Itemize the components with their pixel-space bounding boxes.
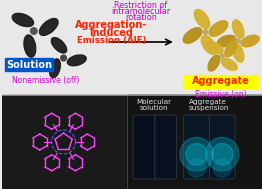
Ellipse shape <box>194 9 210 28</box>
Bar <box>5 58 53 71</box>
Text: solution: solution <box>140 105 168 111</box>
Ellipse shape <box>201 36 217 54</box>
Text: rotation: rotation <box>125 13 157 22</box>
Ellipse shape <box>50 59 60 78</box>
Bar <box>127 95 262 189</box>
Text: Nonemissive (off): Nonemissive (off) <box>12 76 79 85</box>
Bar <box>183 75 258 88</box>
Ellipse shape <box>208 42 223 53</box>
Text: suspension: suspension <box>188 105 229 111</box>
Circle shape <box>186 143 207 165</box>
Ellipse shape <box>209 21 228 36</box>
FancyBboxPatch shape <box>209 115 235 179</box>
Text: Restriction of: Restriction of <box>114 1 168 10</box>
Ellipse shape <box>232 44 244 62</box>
Ellipse shape <box>217 35 235 47</box>
Ellipse shape <box>225 41 237 57</box>
Circle shape <box>236 39 240 43</box>
Bar <box>2 95 262 189</box>
Ellipse shape <box>24 35 36 57</box>
Circle shape <box>213 159 231 177</box>
Text: intramolecular: intramolecular <box>111 7 171 16</box>
Circle shape <box>220 54 224 58</box>
Ellipse shape <box>51 38 67 53</box>
Ellipse shape <box>67 55 86 66</box>
Ellipse shape <box>40 19 58 35</box>
Ellipse shape <box>183 28 202 43</box>
Ellipse shape <box>208 55 220 71</box>
Text: Solution: Solution <box>6 60 52 70</box>
FancyBboxPatch shape <box>184 115 209 179</box>
Circle shape <box>31 28 37 34</box>
FancyBboxPatch shape <box>133 115 155 179</box>
Ellipse shape <box>12 13 34 27</box>
Text: Aggregation-: Aggregation- <box>75 20 147 30</box>
Text: induced: induced <box>89 28 133 38</box>
Text: Aggregate: Aggregate <box>192 77 249 87</box>
Text: Emissive (on): Emissive (on) <box>194 90 246 99</box>
Circle shape <box>188 159 205 177</box>
Ellipse shape <box>232 20 244 38</box>
Circle shape <box>180 137 213 171</box>
Text: Molecular: Molecular <box>136 99 171 105</box>
Circle shape <box>206 137 239 171</box>
Circle shape <box>61 55 67 61</box>
Text: Aggregate: Aggregate <box>189 99 227 105</box>
Circle shape <box>212 143 233 165</box>
Ellipse shape <box>221 58 237 70</box>
Text: Emission (AIE): Emission (AIE) <box>77 36 146 45</box>
FancyBboxPatch shape <box>155 115 177 179</box>
Bar <box>2 0 262 95</box>
Ellipse shape <box>241 35 259 47</box>
Circle shape <box>203 29 208 34</box>
